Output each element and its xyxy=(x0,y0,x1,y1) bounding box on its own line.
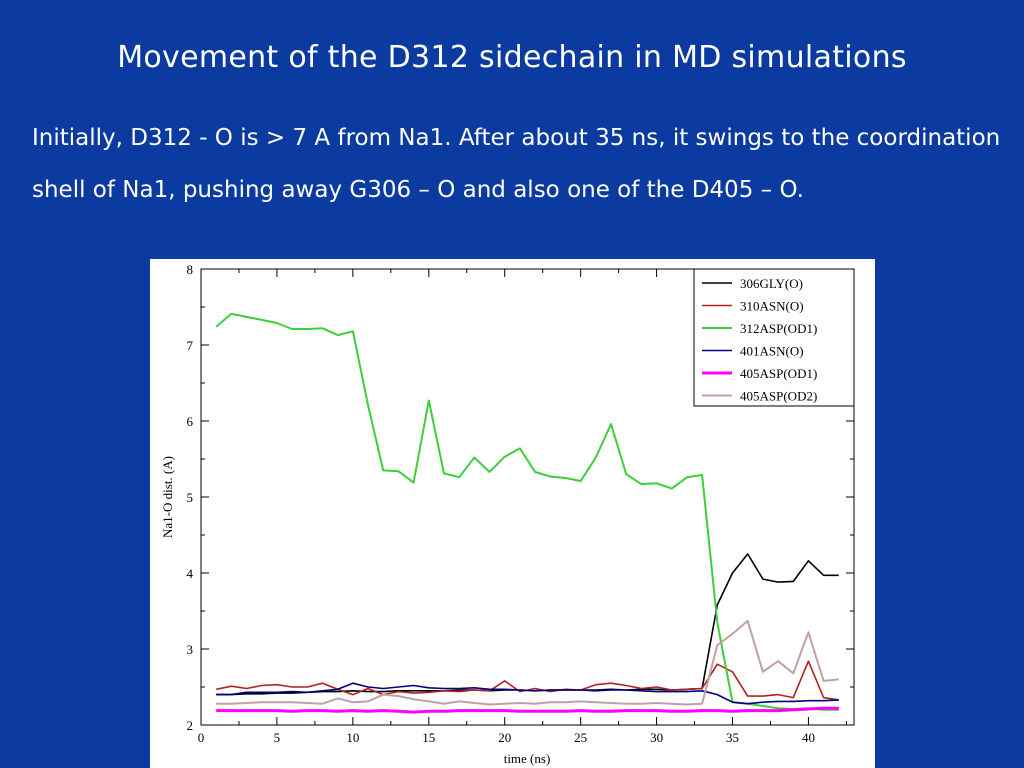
series-line-310asn-o xyxy=(216,660,839,701)
line-chart: 0 5 10 15 20 25 30 35 40 2 3 4 5 6 7 8 time (ns) Na1-O … xyxy=(150,259,875,768)
y-tick-label: 7 xyxy=(187,338,194,353)
x-tick-label: 15 xyxy=(422,730,435,745)
legend-label: 401ASN(O) xyxy=(740,344,804,359)
x-tick-label: 0 xyxy=(198,730,205,745)
y-tick-label: 8 xyxy=(187,262,194,277)
series-line-405asp-od2 xyxy=(216,619,839,706)
series-line-405asp-od1 xyxy=(216,706,839,714)
series-line-306gly-o xyxy=(216,553,839,696)
x-tick-label: 20 xyxy=(498,730,511,745)
legend-label: 312ASP(OD1) xyxy=(740,321,817,336)
legend-label: 310ASN(O) xyxy=(740,299,804,314)
chart-svg: 0 5 10 15 20 25 30 35 40 2 3 4 5 6 7 8 time (ns) Na1-O … xyxy=(160,262,855,766)
y-tick-label: 4 xyxy=(187,566,194,581)
slide-title: Movement of the D312 sidechain in MD sim… xyxy=(117,40,907,75)
x-axis-label: time (ns) xyxy=(504,751,551,766)
x-tick-label: 5 xyxy=(274,730,281,745)
plot-series-group xyxy=(215,312,839,714)
legend-label: 306GLY(O) xyxy=(740,276,803,291)
y-tick-label: 6 xyxy=(187,414,194,429)
y-axis-label: Na1-O dist. (A) xyxy=(160,456,175,538)
x-tick-label: 30 xyxy=(650,730,663,745)
chart-legend: 306GLY(O) 310ASN(O) 312ASP(OD1) 401ASN(O) 40… xyxy=(693,268,855,407)
legend-label: 405ASP(OD2) xyxy=(740,389,817,404)
y-tick-label: 5 xyxy=(187,490,194,505)
legend-label: 405ASP(OD1) xyxy=(740,366,817,381)
x-tick-label: 40 xyxy=(802,730,815,745)
slide-body-text: Initially, D312 - O is > 7 A from Na1. A… xyxy=(32,125,1001,203)
x-tick-label: 10 xyxy=(346,730,359,745)
y-tick-label: 2 xyxy=(187,718,194,733)
series-line-401asn-o xyxy=(216,682,839,705)
x-tick-label: 25 xyxy=(574,730,587,745)
axis-ticks: 0 5 10 15 20 25 30 35 40 2 3 4 5 6 7 8 xyxy=(187,262,854,745)
x-tick-label: 35 xyxy=(726,730,739,745)
y-tick-label: 3 xyxy=(187,642,194,657)
legend-box xyxy=(693,268,855,407)
